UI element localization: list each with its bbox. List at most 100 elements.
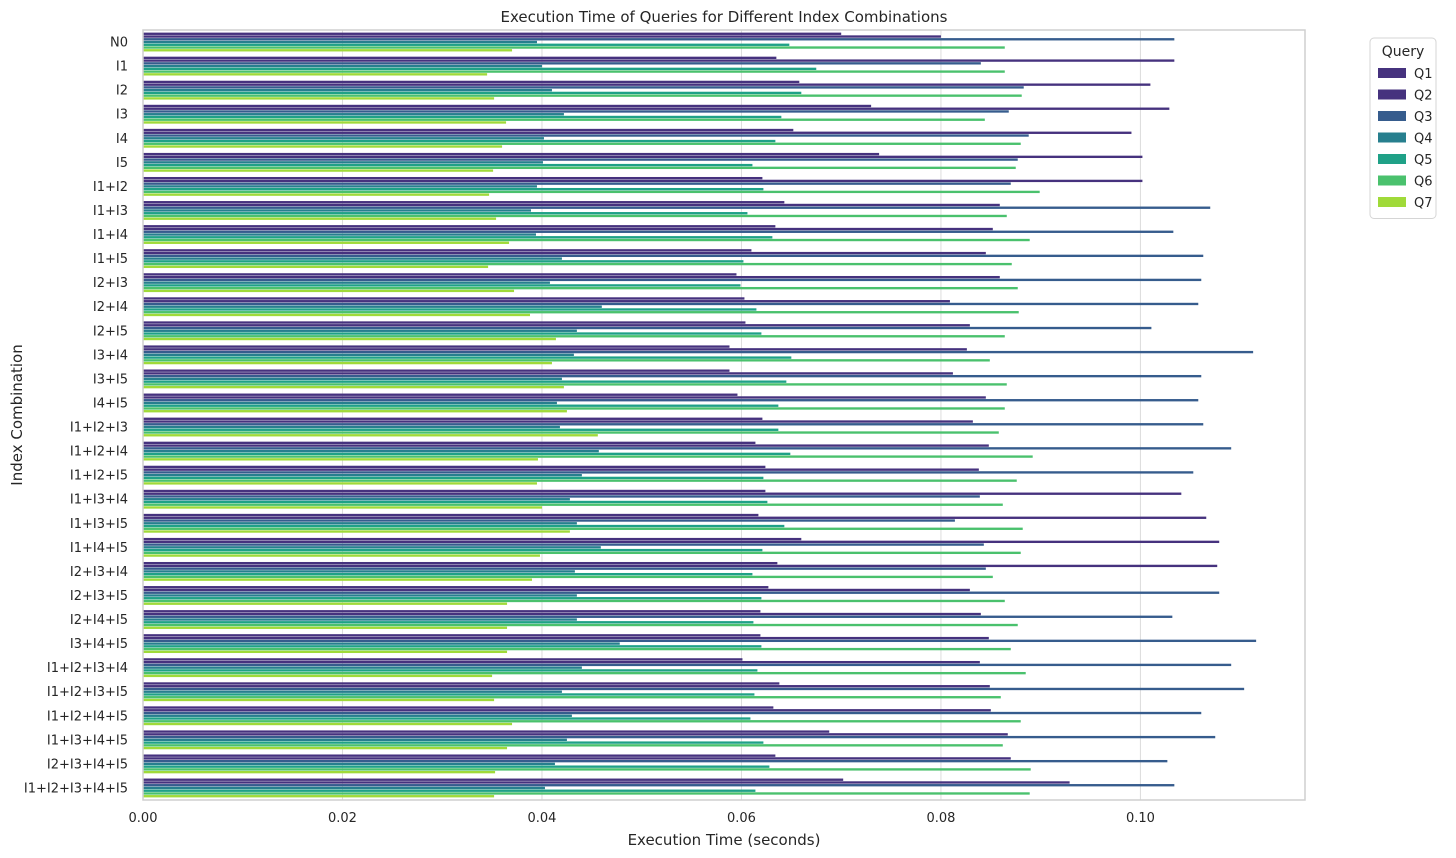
bar-q5 xyxy=(143,741,764,744)
bar-q4 xyxy=(143,473,582,477)
bar-q4 xyxy=(143,618,577,621)
bar-q6 xyxy=(143,70,1005,73)
bar-q7 xyxy=(143,698,495,702)
bar-q2 xyxy=(143,492,1182,495)
bar-q2 xyxy=(143,35,941,38)
bar-group xyxy=(143,176,1143,196)
bar-q2 xyxy=(143,468,979,471)
bar-q3 xyxy=(143,663,1232,667)
bar-q7 xyxy=(143,578,532,581)
bar-q3 xyxy=(143,62,981,65)
bar-q6 xyxy=(143,744,1003,747)
bar-q7 xyxy=(143,674,493,678)
bar-q3 xyxy=(143,567,986,570)
bar-q1 xyxy=(143,273,737,276)
bar-q1 xyxy=(143,489,766,493)
bar-q3 xyxy=(143,86,1024,89)
bar-q6 xyxy=(143,599,1005,603)
y-tick-label: I2+I3+I5 xyxy=(70,589,128,604)
bar-q7 xyxy=(143,434,598,437)
bar-q7 xyxy=(143,217,497,220)
bar-group xyxy=(143,128,1132,148)
bar-q5 xyxy=(143,163,753,167)
bar-q7 xyxy=(143,458,538,461)
bar-q5 xyxy=(143,380,787,383)
bar-group xyxy=(143,441,1232,461)
bar-group xyxy=(143,297,1199,317)
bar-group xyxy=(143,634,1257,654)
legend-swatch-q6 xyxy=(1378,175,1406,186)
bar-q4 xyxy=(143,329,577,332)
bar-group xyxy=(143,321,1152,341)
bar-q1 xyxy=(143,176,763,180)
bar-q3 xyxy=(143,591,1220,594)
bar-group xyxy=(143,273,1202,293)
bar-q5 xyxy=(143,452,791,456)
x-tick-label: 0.04 xyxy=(527,811,556,826)
legend-label-q1: Q1 xyxy=(1414,67,1433,82)
bar-q5 xyxy=(143,43,790,46)
bar-q4 xyxy=(143,522,577,525)
y-tick-label: I1+I2 xyxy=(93,180,128,195)
bar-q7 xyxy=(143,410,567,413)
bar-q5 xyxy=(143,572,753,576)
bar-q7 xyxy=(143,193,490,196)
bar-q4 xyxy=(143,233,536,236)
plot-background xyxy=(143,30,1305,800)
bar-q1 xyxy=(143,393,738,396)
bar-q4 xyxy=(143,353,574,357)
legend-label-q3: Q3 xyxy=(1414,110,1433,125)
bar-q3 xyxy=(143,471,1194,474)
bar-q7 xyxy=(143,121,507,124)
bar-q5 xyxy=(143,284,741,287)
bar-q4 xyxy=(143,281,550,284)
bar-q6 xyxy=(143,551,1021,555)
bar-group xyxy=(143,706,1202,726)
bar-q7 xyxy=(143,746,508,750)
plot-area: 0.00 0.02 0.04 0.06 0.08 0.10 N0 I1 I2 I3 I4 I5 I1+I… xyxy=(24,29,1306,826)
y-tick-label: I1 xyxy=(116,60,128,75)
bar-group xyxy=(143,610,1173,629)
bar-group xyxy=(143,32,1175,52)
bar-q1 xyxy=(143,369,730,372)
y-tick-label: I1+I2+I4+I5 xyxy=(47,709,128,724)
bar-q6 xyxy=(143,671,1026,675)
bar-q2 xyxy=(143,372,953,375)
bar-q3 xyxy=(143,182,1011,185)
bar-q2 xyxy=(143,588,970,592)
bar-q2 xyxy=(143,709,991,712)
bar-q2 xyxy=(143,733,1008,736)
bar-q2 xyxy=(143,107,1170,110)
bar-q1 xyxy=(143,225,776,228)
y-axis-title: Index Combination xyxy=(8,344,26,485)
y-tick-label: I1+I2+I5 xyxy=(70,469,128,484)
bar-q3 xyxy=(143,543,984,546)
bar-q1 xyxy=(143,297,745,300)
bar-q6 xyxy=(143,262,1012,266)
bar-q1 xyxy=(143,128,794,132)
y-tick-label: I1+I5 xyxy=(93,252,128,267)
bar-q7 xyxy=(143,73,488,76)
bar-q5 xyxy=(143,404,779,407)
bar-q7 xyxy=(143,722,513,726)
y-tick-label: I2+I5 xyxy=(93,324,128,339)
bar-group xyxy=(143,369,1202,389)
y-tick-label: I1+I2+I3 xyxy=(70,421,128,436)
bar-q4 xyxy=(143,377,562,381)
bar-q5 xyxy=(143,500,768,504)
bar-q2 xyxy=(143,300,950,303)
legend-label-q7: Q7 xyxy=(1414,196,1433,211)
bar-q2 xyxy=(143,396,986,399)
bar-group xyxy=(143,104,1170,124)
chart-title: Execution Time of Queries for Different … xyxy=(501,8,948,26)
bar-q7 xyxy=(143,626,508,629)
bar-q6 xyxy=(143,696,1001,699)
y-tick-label: I2 xyxy=(116,84,128,99)
bar-q5 xyxy=(143,212,748,215)
bar-q1 xyxy=(143,537,802,541)
y-tick-label: I2+I4+I5 xyxy=(70,613,128,628)
bar-q5 xyxy=(143,524,785,528)
y-tick-label: I3+I5 xyxy=(93,372,128,387)
legend-title: Query xyxy=(1382,44,1425,60)
